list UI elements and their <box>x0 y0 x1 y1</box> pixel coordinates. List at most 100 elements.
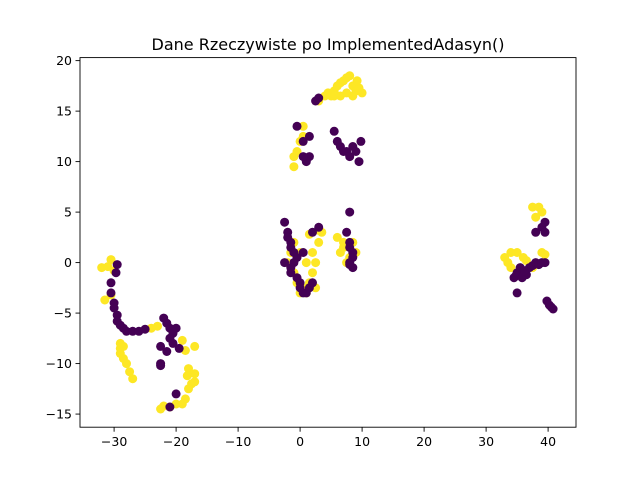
scatter-point-class-0 <box>156 361 166 371</box>
scatter-point-class-1 <box>540 250 550 259</box>
scatter-point-class-1 <box>184 364 193 374</box>
scatter-point-class-0 <box>283 232 293 242</box>
y-tick-label: −10 <box>46 356 72 371</box>
scatter-point-class-0 <box>298 248 308 257</box>
scatter-point-class-1 <box>308 268 317 278</box>
chart-title: Dane Rzeczywiste po ImplementedAdasyn() <box>152 35 505 54</box>
scatter-point-class-1 <box>345 71 355 81</box>
scatter-point-class-0 <box>109 303 119 313</box>
scatter-point-class-0 <box>122 326 131 336</box>
scatter-point-class-0 <box>308 278 317 288</box>
x-tick-label: 0 <box>296 434 304 449</box>
scatter-point-class-1 <box>190 377 200 387</box>
y-tick-label: −5 <box>54 306 72 321</box>
scatter-point-class-0 <box>314 93 324 103</box>
scatter-point-class-0 <box>351 147 361 156</box>
scatter-point-class-0 <box>345 152 355 162</box>
scatter-point-class-0 <box>111 268 121 278</box>
scatter-point-class-1 <box>537 207 547 217</box>
scatter-point-class-1 <box>506 263 516 273</box>
axis-ticks: −30 −20 −10 0 10 20 30 40 −15 −10 −5 0 5 10 15 20 <box>46 53 556 449</box>
scatter-point-class-1 <box>332 232 342 242</box>
scatter-point-class-1 <box>301 258 311 268</box>
scatter-point-class-1 <box>298 121 308 131</box>
scatter-point-class-1 <box>125 367 135 377</box>
scatter-point-class-1 <box>182 371 192 381</box>
scatter-point-class-1 <box>177 399 187 409</box>
scatter-point-class-1 <box>128 374 138 384</box>
scatter-point-class-1 <box>153 321 162 331</box>
scatter-point-class-1 <box>184 384 193 394</box>
scatter-point-class-0 <box>156 341 166 351</box>
scatter-point-class-0 <box>174 343 184 353</box>
scatter-point-class-0 <box>304 131 314 141</box>
scatter-point-class-1 <box>106 255 116 265</box>
scatter-point-class-1 <box>352 76 362 86</box>
scatter-point-class-0 <box>292 121 302 131</box>
scatter-point-class-0 <box>329 126 339 136</box>
scatter-point-class-1 <box>289 162 299 172</box>
scatter-point-class-0 <box>345 207 355 217</box>
scatter-point-class-0 <box>280 217 290 227</box>
scatter-point-class-0 <box>298 136 308 146</box>
scatter-point-class-1 <box>335 248 345 257</box>
scatter-point-class-1 <box>118 354 128 363</box>
scatter-point-class-0 <box>168 338 178 348</box>
scatter-point-class-0 <box>314 222 324 232</box>
scatter-point-class-0 <box>106 278 116 288</box>
scatter-point-class-0 <box>548 304 558 314</box>
scatter-point-class-0 <box>540 217 550 227</box>
scatter-point-class-0 <box>165 402 175 412</box>
scatter-point-class-0 <box>520 266 529 276</box>
scatter-point-class-1 <box>348 91 358 101</box>
scatter-point-class-1 <box>357 88 367 98</box>
scatter-point-class-0 <box>112 260 122 270</box>
y-tick-label: 0 <box>64 255 72 270</box>
y-tick-label: 20 <box>56 53 72 68</box>
scatter-point-class-1 <box>512 248 522 257</box>
scatter-point-class-1 <box>100 295 110 305</box>
x-tick-label: −10 <box>225 434 251 449</box>
scatter-point-class-0 <box>517 273 527 283</box>
scatter-point-class-0 <box>171 323 181 333</box>
points-layer <box>97 71 558 414</box>
scatter-point-class-1 <box>521 256 531 266</box>
scatter-point-class-1 <box>156 404 166 414</box>
x-tick-label: −20 <box>163 434 189 449</box>
scatter-point-class-1 <box>177 335 187 345</box>
scatter-point-class-0 <box>298 152 308 162</box>
scatter-point-class-0 <box>280 258 290 268</box>
scatter-point-class-1 <box>329 91 339 101</box>
x-tick-label: 30 <box>478 434 494 449</box>
y-tick-label: 5 <box>64 205 72 220</box>
x-tick-label: 40 <box>540 434 556 449</box>
scatter-point-class-0 <box>512 288 522 298</box>
scatter-point-class-0 <box>354 157 364 167</box>
scatter-point-class-0 <box>540 258 550 268</box>
scatter-point-class-0 <box>342 227 352 237</box>
scatter-point-class-0 <box>128 326 138 336</box>
scatter-point-class-0 <box>308 227 317 237</box>
y-tick-label: −15 <box>46 407 72 422</box>
scatter-point-class-1 <box>118 341 128 351</box>
scatter-point-class-1 <box>528 202 538 212</box>
scatter-point-class-0 <box>140 324 150 334</box>
plot-area-frame <box>79 57 577 428</box>
scatter-point-class-1 <box>190 341 200 351</box>
scatter-point-class-0 <box>540 227 550 237</box>
scatter-point-class-0 <box>106 288 116 298</box>
scatter-point-class-1 <box>292 147 302 156</box>
x-tick-label: −30 <box>101 434 127 449</box>
y-tick-label: 10 <box>56 154 72 169</box>
x-tick-label: 20 <box>416 434 432 449</box>
scatter-point-class-1 <box>308 248 317 257</box>
scatter-point-class-1 <box>314 237 324 247</box>
y-tick-label: 15 <box>56 104 72 119</box>
scatter-point-class-0 <box>356 136 366 146</box>
scatter-point-class-0 <box>171 389 181 399</box>
x-tick-label: 10 <box>354 434 370 449</box>
scatter-point-class-1 <box>506 248 516 257</box>
scatter-point-class-0 <box>531 227 541 237</box>
scatter-point-class-0 <box>345 260 355 270</box>
